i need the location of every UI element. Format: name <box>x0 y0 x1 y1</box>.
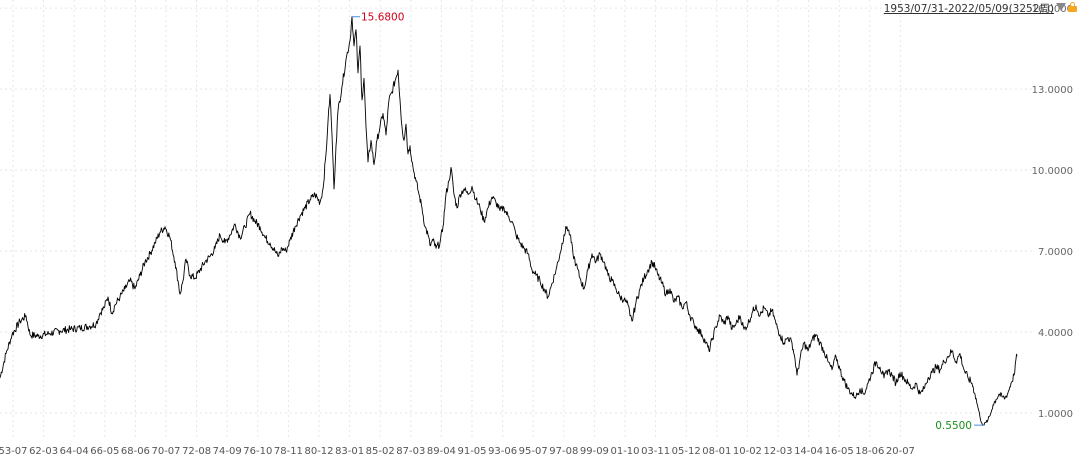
y-axis-ticks: 1.0000 4.0000 7.0000 10.0000 13.0000 16.0000 <box>1032 4 1073 420</box>
x-tick-label: 20-07 <box>886 446 915 455</box>
x-tick-label: 74-09 <box>213 446 242 455</box>
x-tick-label: 89-04 <box>427 446 456 455</box>
x-axis-ticks: 53-07 62-03 64-04 66-05 68-06 70-07 72-08 74-09… <box>0 446 915 455</box>
x-tick-label: 08-01 <box>702 446 731 455</box>
x-tick-label: 62-03 <box>29 446 58 455</box>
x-tick-label: 01-10 <box>610 446 639 455</box>
x-tick-label: 05-12 <box>672 446 701 455</box>
x-tick-label: 12-03 <box>763 446 792 455</box>
max-label: 15.6800 <box>361 12 404 24</box>
price-line <box>0 16 1018 426</box>
min-label: 0.5500 <box>935 420 972 432</box>
caret-down-icon[interactable] <box>1056 3 1066 11</box>
x-tick-label: 83-01 <box>335 446 364 455</box>
x-tick-label: 03-11 <box>641 446 670 455</box>
y-tick-label: 4.0000 <box>1038 328 1073 339</box>
y-tick-label: 16.0000 <box>1032 4 1073 15</box>
x-tick-label: 78-11 <box>274 446 303 455</box>
x-tick-label: 16-05 <box>825 446 854 455</box>
x-tick-label: 93-06 <box>488 446 517 455</box>
x-tick-label: 91-05 <box>457 446 486 455</box>
lock-icon[interactable] <box>1068 2 1077 12</box>
x-tick-label: 72-08 <box>182 446 211 455</box>
grid-layer <box>0 0 1032 440</box>
annotation-layer: 15.6800 0.5500 <box>352 12 984 432</box>
x-tick-label: 14-04 <box>794 446 823 455</box>
x-tick-label: 76-10 <box>243 446 272 455</box>
x-tick-label: 64-04 <box>60 446 89 455</box>
x-tick-label: 85-02 <box>366 446 395 455</box>
x-tick-label: 66-05 <box>90 446 119 455</box>
x-tick-label: 80-12 <box>304 446 333 455</box>
x-tick-label: 10-02 <box>733 446 762 455</box>
x-tick-label: 53-07 <box>0 446 28 455</box>
x-tick-label: 87-03 <box>396 446 425 455</box>
series-layer <box>0 16 1018 426</box>
date-range-selector[interactable]: 1953/07/31-2022/05/09(3252周) <box>883 3 1054 15</box>
x-tick-label: 97-08 <box>549 446 578 455</box>
y-tick-label: 10.0000 <box>1032 166 1073 177</box>
x-tick-label: 18-06 <box>855 446 884 455</box>
x-tick-label: 68-06 <box>121 446 150 455</box>
x-tick-label: 70-07 <box>151 446 180 455</box>
x-tick-label: 95-07 <box>519 446 548 455</box>
y-tick-label: 7.0000 <box>1038 247 1073 258</box>
y-tick-label: 13.0000 <box>1032 85 1073 96</box>
y-tick-label: 1.0000 <box>1038 409 1073 420</box>
x-tick-label: 99-09 <box>580 446 609 455</box>
